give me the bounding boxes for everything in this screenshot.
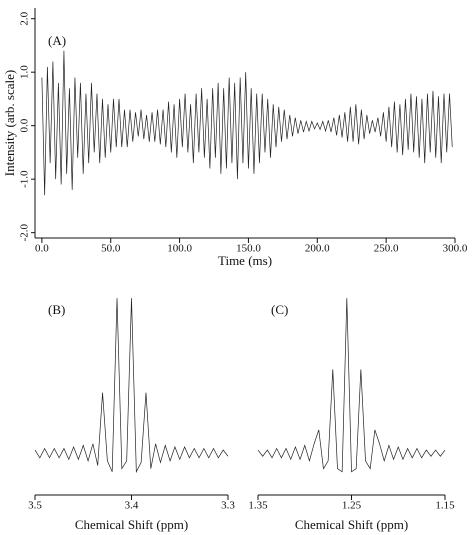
x-tick-label: 300.0 bbox=[443, 243, 468, 255]
x-tick-label: 150.0 bbox=[236, 243, 261, 255]
signal-line bbox=[257, 298, 446, 473]
x-tick-label: 1.35 bbox=[248, 500, 268, 512]
x-tick-label: 1.15 bbox=[435, 500, 455, 512]
x-axis-label: Chemical Shift (ppm) bbox=[295, 517, 408, 532]
x-tick-label: 100.0 bbox=[167, 243, 192, 255]
signal-line bbox=[41, 50, 453, 196]
x-axis-label: Time (ms) bbox=[218, 253, 272, 268]
x-tick-label: 250.0 bbox=[374, 243, 399, 255]
x-tick-label: 3.5 bbox=[28, 500, 42, 512]
signal-line bbox=[34, 298, 229, 474]
y-tick-label: 0.0 bbox=[19, 118, 31, 132]
x-tick-label: 0.0 bbox=[35, 243, 49, 255]
y-tick-label: -1.0 bbox=[19, 170, 31, 188]
x-tick-label: 3.3 bbox=[221, 500, 235, 512]
x-tick-label: 50.0 bbox=[101, 243, 121, 255]
panel-label: (B) bbox=[48, 302, 65, 317]
x-axis-label: Chemical Shift (ppm) bbox=[75, 517, 188, 532]
y-tick-label: 1.0 bbox=[19, 65, 31, 79]
panel-label: (C) bbox=[271, 302, 288, 317]
y-tick-label: 2.0 bbox=[19, 11, 31, 25]
x-tick-label: 3.4 bbox=[125, 500, 139, 512]
y-tick-label: -2.0 bbox=[19, 223, 31, 241]
y-axis-label: Intensity (arb. scale) bbox=[2, 70, 17, 176]
x-tick-label: 1.25 bbox=[342, 500, 362, 512]
panel-label: (A) bbox=[48, 33, 66, 48]
x-tick-label: 200.0 bbox=[305, 243, 330, 255]
